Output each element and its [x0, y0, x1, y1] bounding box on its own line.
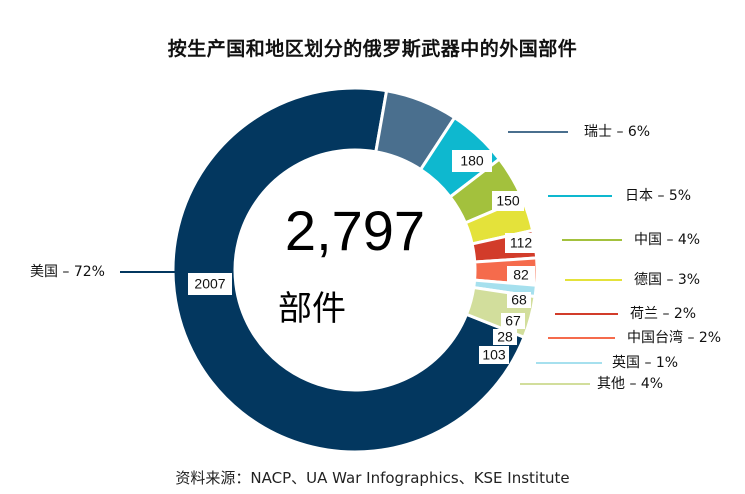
value-label-8: 28	[497, 329, 513, 345]
value-label-box-2	[452, 150, 492, 172]
value-label-4: 112	[510, 235, 533, 251]
value-label-box-3	[492, 191, 524, 211]
category-label-4: 中国 – 4%	[634, 232, 700, 248]
category-label-6: 荷兰 – 2%	[630, 306, 696, 322]
slice-1	[171, 86, 527, 454]
value-label-6: 68	[511, 292, 527, 308]
category-label-5: 德国 – 3%	[634, 272, 700, 288]
value-label-3: 150	[496, 193, 520, 209]
value-label-box-9	[479, 346, 509, 364]
category-label-2: 瑞士 – 6%	[584, 124, 650, 140]
value-label-box-4	[505, 233, 537, 253]
leaders-layer	[120, 131, 622, 385]
category-label-9: 其他 – 4%	[597, 376, 663, 392]
value-label-7: 67	[505, 313, 521, 329]
category-label-1: 美国 – 72%	[30, 264, 105, 280]
source-text: NACP、UA War Infographics、KSE Institute	[250, 469, 570, 487]
value-label-box-8	[493, 329, 517, 345]
value-label-5: 82	[513, 267, 529, 283]
value-label-box-6	[507, 292, 531, 308]
source-prefix: 资料来源：	[175, 469, 251, 487]
source-note: 资料来源：NACP、UA War Infographics、KSE Instit…	[0, 467, 745, 488]
slices-layer	[171, 86, 539, 454]
category-label-8: 英国 – 1%	[612, 354, 678, 371]
value-label-2: 180	[460, 153, 484, 169]
center-total-value: 2,797	[285, 199, 425, 262]
value-label-9: 103	[482, 347, 506, 363]
value-label-box-1	[188, 273, 232, 295]
chart-title: 按生产国和地区划分的俄罗斯武器中的外国部件	[167, 38, 578, 60]
value-label-box-5	[507, 266, 535, 284]
center-total-unit: 部件	[278, 289, 346, 329]
value-label-box-7	[501, 313, 525, 329]
category-label-3: 日本 – 5%	[625, 188, 691, 204]
labels-layer: 美国 – 72% 2007 瑞士 – 6% 180 日本 – 5% 150 中国 – 4% 1…	[30, 124, 721, 392]
category-label-7: 中国台湾 – 2%	[627, 329, 721, 346]
value-label-1: 2007	[194, 276, 225, 292]
